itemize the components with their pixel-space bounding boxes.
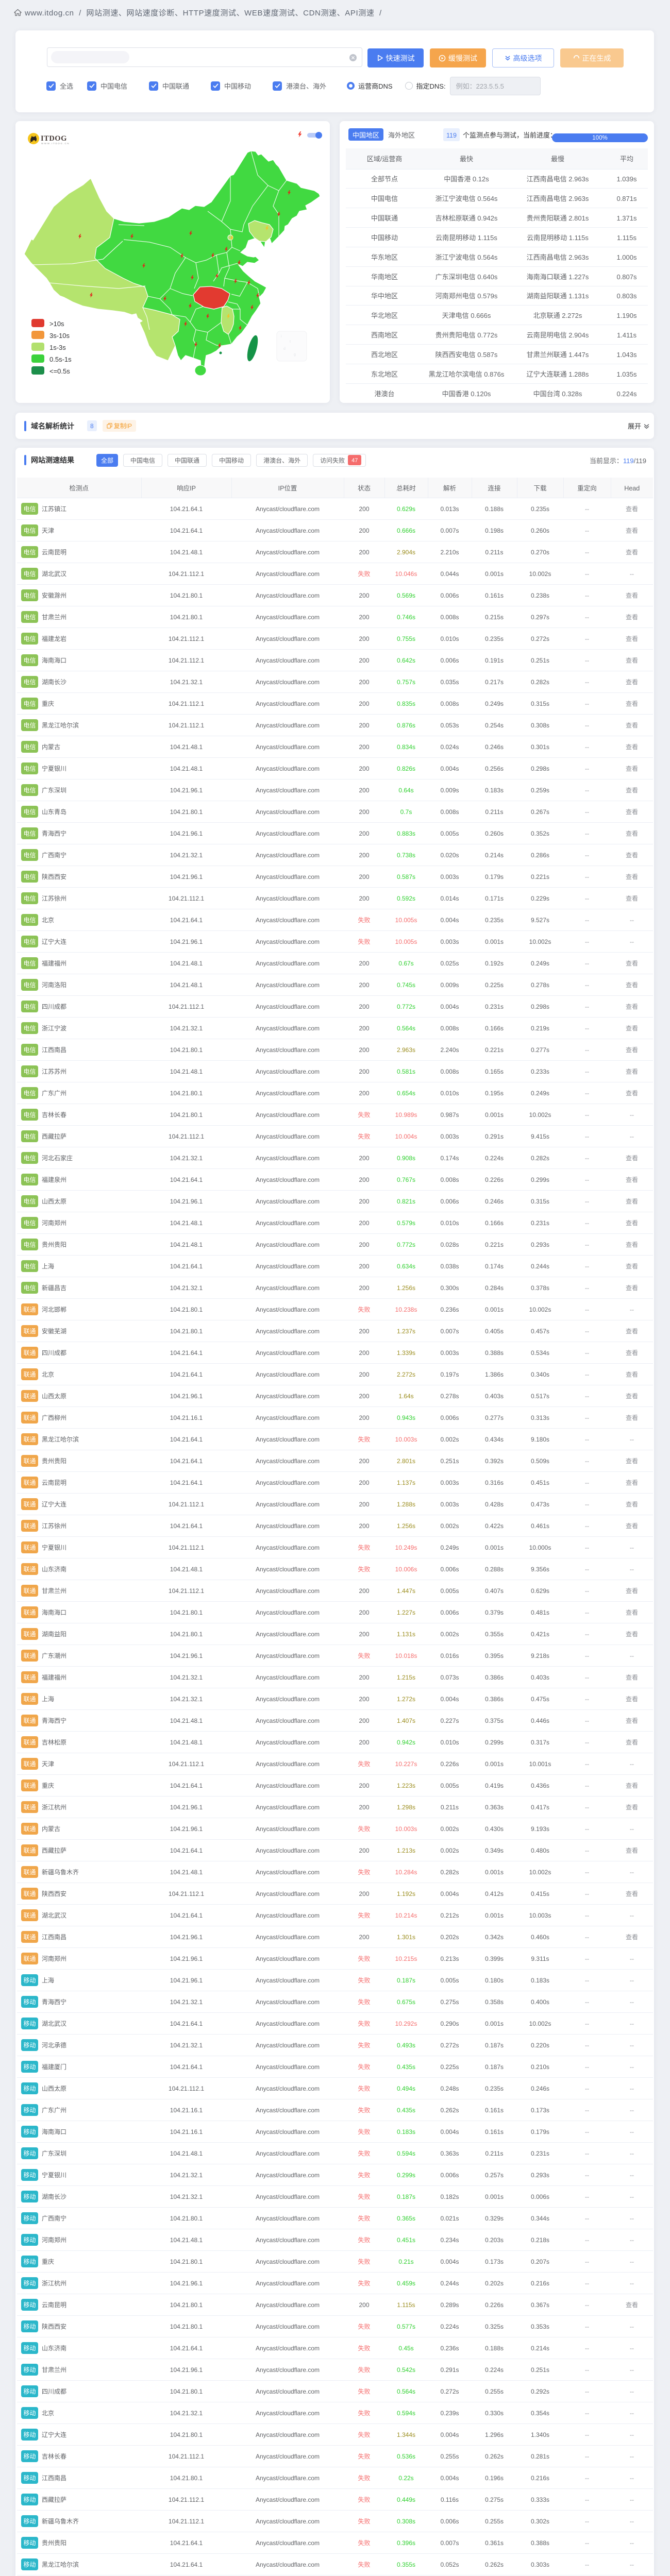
svg-text:WWW.ITDOG.CN: WWW.ITDOG.CN xyxy=(41,142,70,145)
svg-text:d: d xyxy=(283,347,286,351)
svg-text:t: t xyxy=(290,340,291,344)
svg-text:i: i xyxy=(281,335,282,338)
svg-text:g: g xyxy=(294,353,296,357)
svg-text:ITDOG: ITDOG xyxy=(41,134,67,143)
